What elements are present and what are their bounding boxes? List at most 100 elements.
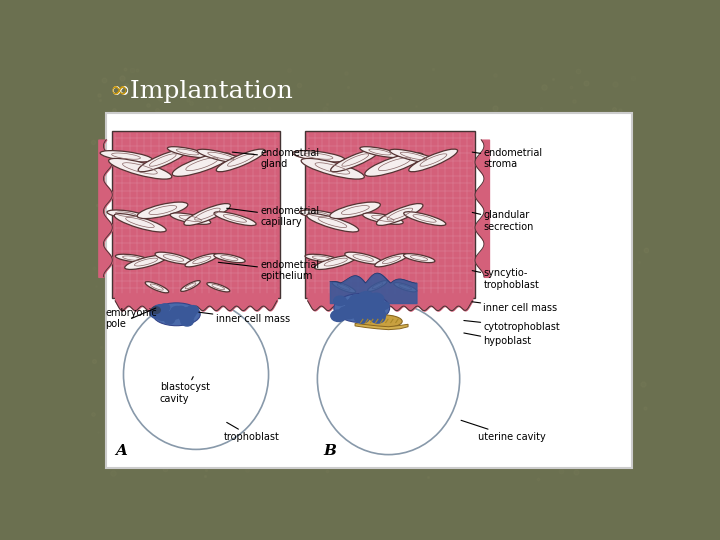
Ellipse shape (125, 255, 167, 269)
Circle shape (361, 296, 374, 305)
Ellipse shape (307, 214, 359, 232)
Ellipse shape (404, 212, 446, 226)
Ellipse shape (330, 149, 379, 172)
Circle shape (171, 307, 183, 315)
Text: hypoblast: hypoblast (464, 333, 531, 346)
Ellipse shape (155, 252, 192, 264)
Circle shape (181, 317, 193, 326)
Ellipse shape (138, 202, 188, 219)
Circle shape (160, 304, 170, 311)
Ellipse shape (368, 281, 387, 292)
Ellipse shape (207, 282, 230, 292)
Ellipse shape (318, 303, 459, 455)
Ellipse shape (184, 204, 230, 225)
Circle shape (187, 306, 199, 314)
Text: blastocyst
cavity: blastocyst cavity (160, 377, 210, 404)
Text: endometrial
epithelium: endometrial epithelium (218, 260, 319, 281)
Circle shape (174, 307, 189, 318)
Circle shape (156, 311, 169, 320)
Ellipse shape (403, 254, 435, 262)
Ellipse shape (214, 254, 246, 262)
Circle shape (370, 312, 385, 323)
Circle shape (165, 315, 175, 323)
Circle shape (179, 312, 194, 322)
Circle shape (333, 296, 346, 306)
Ellipse shape (332, 282, 356, 293)
Circle shape (341, 307, 357, 319)
Circle shape (363, 304, 376, 314)
Circle shape (330, 310, 346, 321)
Text: glandular
secrection: glandular secrection (472, 210, 534, 232)
Circle shape (368, 302, 382, 313)
FancyBboxPatch shape (112, 131, 279, 298)
Ellipse shape (170, 213, 211, 224)
Circle shape (165, 317, 174, 324)
Ellipse shape (145, 282, 168, 293)
Text: cytotrophoblast: cytotrophoblast (464, 321, 560, 332)
Circle shape (358, 292, 374, 304)
Circle shape (156, 305, 165, 311)
Ellipse shape (409, 149, 458, 172)
Ellipse shape (305, 254, 338, 262)
Ellipse shape (100, 151, 153, 162)
Ellipse shape (374, 254, 408, 267)
Ellipse shape (394, 282, 417, 292)
Ellipse shape (138, 149, 187, 172)
Text: uterine cavity: uterine cavity (461, 420, 546, 442)
Ellipse shape (109, 158, 172, 179)
Circle shape (158, 305, 165, 310)
Circle shape (379, 302, 389, 309)
Circle shape (151, 307, 161, 313)
Circle shape (348, 306, 358, 313)
Ellipse shape (216, 149, 265, 172)
Text: endometrial
stroma: endometrial stroma (472, 147, 542, 169)
Ellipse shape (292, 151, 345, 162)
Ellipse shape (315, 255, 356, 269)
Circle shape (182, 310, 191, 317)
Circle shape (181, 308, 196, 319)
Circle shape (339, 307, 354, 318)
Text: ∞: ∞ (109, 81, 128, 103)
Circle shape (372, 303, 385, 313)
Circle shape (348, 301, 363, 312)
Circle shape (359, 309, 373, 320)
Circle shape (153, 305, 168, 316)
Ellipse shape (360, 147, 400, 158)
Ellipse shape (390, 149, 438, 163)
Text: B: B (323, 444, 336, 458)
Circle shape (176, 306, 186, 313)
Ellipse shape (345, 252, 382, 264)
Text: A: A (114, 444, 127, 458)
Ellipse shape (115, 254, 148, 262)
Text: ∞Implantation: ∞Implantation (109, 80, 294, 103)
Ellipse shape (330, 202, 380, 219)
Circle shape (371, 309, 386, 321)
Ellipse shape (360, 315, 402, 328)
Circle shape (150, 308, 164, 319)
Ellipse shape (172, 153, 231, 177)
Text: endometrial
capillary: endometrial capillary (227, 206, 319, 227)
Circle shape (354, 312, 369, 323)
Circle shape (349, 295, 365, 307)
Text: inner cell mass: inner cell mass (472, 302, 557, 313)
Ellipse shape (123, 300, 269, 449)
Text: syncytio-
trophoblast: syncytio- trophoblast (472, 268, 539, 290)
FancyBboxPatch shape (305, 131, 475, 298)
Text: endometrial
gland: endometrial gland (233, 147, 319, 169)
Text: inner cell mass: inner cell mass (199, 312, 289, 324)
Ellipse shape (301, 158, 364, 179)
Circle shape (346, 299, 359, 309)
Circle shape (366, 300, 376, 307)
Ellipse shape (114, 214, 166, 232)
Circle shape (168, 310, 180, 319)
Ellipse shape (300, 210, 338, 219)
Ellipse shape (197, 149, 245, 163)
Ellipse shape (363, 213, 403, 224)
Ellipse shape (181, 281, 200, 292)
Ellipse shape (214, 212, 256, 226)
Circle shape (369, 300, 383, 310)
Ellipse shape (365, 153, 423, 177)
Circle shape (348, 303, 359, 310)
Ellipse shape (167, 147, 208, 158)
Ellipse shape (377, 204, 423, 225)
